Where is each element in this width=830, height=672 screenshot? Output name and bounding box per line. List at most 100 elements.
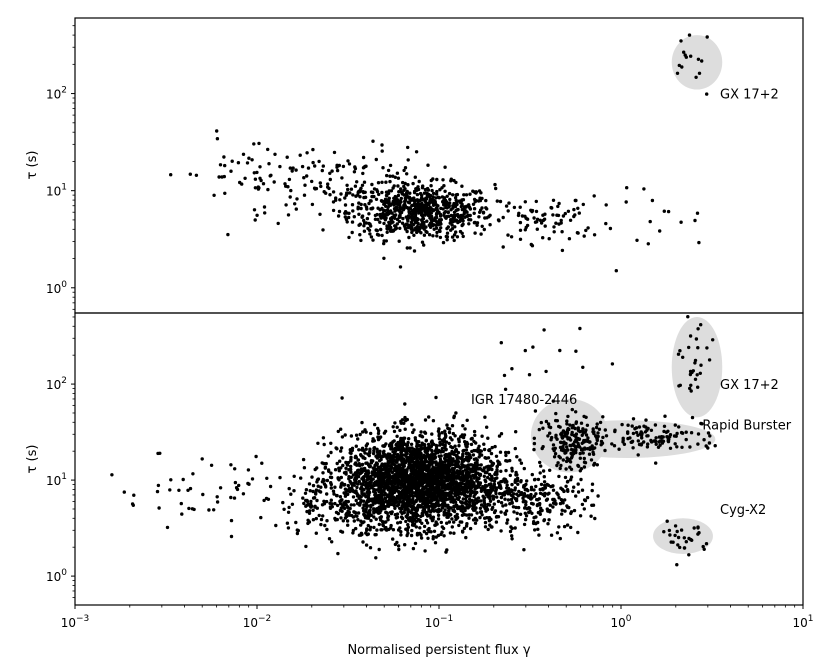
- data-point: [455, 462, 459, 466]
- data-point: [574, 435, 578, 439]
- data-point: [617, 447, 621, 451]
- data-point: [379, 518, 383, 522]
- data-point: [374, 556, 378, 560]
- data-point: [375, 447, 379, 451]
- data-point: [650, 440, 654, 444]
- data-point: [361, 540, 365, 544]
- x-tick-label: 100: [610, 614, 631, 630]
- data-point: [550, 206, 554, 210]
- data-point: [376, 465, 381, 469]
- data-point: [194, 173, 199, 177]
- data-point: [422, 507, 426, 511]
- data-point: [455, 469, 459, 473]
- data-point: [385, 468, 389, 472]
- data-point: [518, 228, 523, 232]
- data-point: [352, 170, 357, 174]
- data-point: [383, 475, 387, 480]
- data-point: [560, 248, 565, 253]
- data-point: [463, 487, 468, 491]
- data-point: [395, 457, 399, 461]
- data-point: [411, 546, 416, 551]
- data-point: [642, 187, 646, 191]
- data-point: [456, 473, 460, 477]
- data-point: [535, 497, 539, 502]
- data-point: [388, 179, 392, 184]
- data-point: [535, 227, 539, 231]
- data-point: [486, 436, 490, 440]
- data-point: [604, 434, 609, 438]
- data-point: [688, 369, 693, 374]
- data-point: [697, 531, 701, 535]
- data-point: [265, 476, 269, 480]
- data-point: [535, 217, 540, 221]
- data-point: [565, 504, 569, 508]
- data-point: [223, 191, 227, 195]
- data-point: [423, 418, 428, 422]
- data-point: [402, 168, 406, 173]
- data-point: [449, 506, 453, 510]
- data-point: [415, 224, 420, 229]
- data-point: [673, 524, 678, 528]
- data-point: [498, 450, 503, 454]
- data-point: [278, 164, 282, 169]
- data-point: [537, 427, 541, 432]
- data-point: [371, 473, 375, 477]
- data-point: [532, 216, 536, 220]
- y-tick-label: 100: [46, 280, 67, 296]
- data-point: [565, 422, 569, 426]
- data-point: [576, 490, 581, 494]
- data-point: [452, 215, 457, 219]
- data-point: [333, 516, 337, 521]
- data-point: [416, 205, 420, 209]
- data-point: [493, 182, 497, 187]
- x-ticks: 10−3 10−2 10−1 100 101: [61, 605, 814, 630]
- data-point: [298, 153, 302, 157]
- data-point: [358, 195, 362, 199]
- data-point: [598, 420, 603, 425]
- data-point: [305, 151, 309, 155]
- data-point: [385, 200, 390, 205]
- data-point: [295, 528, 299, 532]
- data-point: [523, 499, 527, 504]
- data-point: [387, 444, 392, 448]
- data-point: [584, 228, 588, 233]
- data-point: [443, 189, 447, 193]
- data-point: [514, 470, 518, 475]
- data-point: [442, 484, 446, 488]
- data-point: [343, 487, 348, 491]
- data-point: [695, 373, 699, 377]
- data-point: [437, 448, 441, 453]
- data-point: [399, 210, 404, 215]
- data-point: [495, 495, 499, 499]
- data-point: [376, 508, 381, 512]
- data-point: [460, 506, 465, 511]
- data-point: [349, 467, 353, 472]
- data-point: [557, 474, 561, 479]
- data-point: [413, 541, 418, 546]
- data-point: [438, 440, 442, 445]
- data-point: [453, 449, 458, 454]
- data-point: [447, 205, 451, 209]
- data-point: [676, 535, 681, 540]
- data-point: [447, 509, 451, 513]
- data-point: [502, 477, 506, 481]
- data-point: [508, 529, 513, 534]
- data-point: [430, 222, 434, 227]
- data-point: [378, 208, 382, 212]
- data-point: [439, 222, 443, 226]
- data-point: [339, 192, 343, 196]
- data-point: [443, 487, 447, 492]
- data-point: [391, 228, 395, 232]
- data-point: [397, 239, 401, 243]
- data-point: [345, 519, 350, 523]
- data-point: [411, 504, 415, 508]
- data-point: [640, 431, 644, 436]
- data-point: [582, 456, 586, 461]
- data-point: [457, 505, 461, 509]
- data-point: [445, 521, 449, 525]
- data-point: [498, 199, 503, 204]
- data-point: [693, 377, 698, 381]
- data-point: [519, 461, 524, 465]
- data-point: [374, 228, 378, 232]
